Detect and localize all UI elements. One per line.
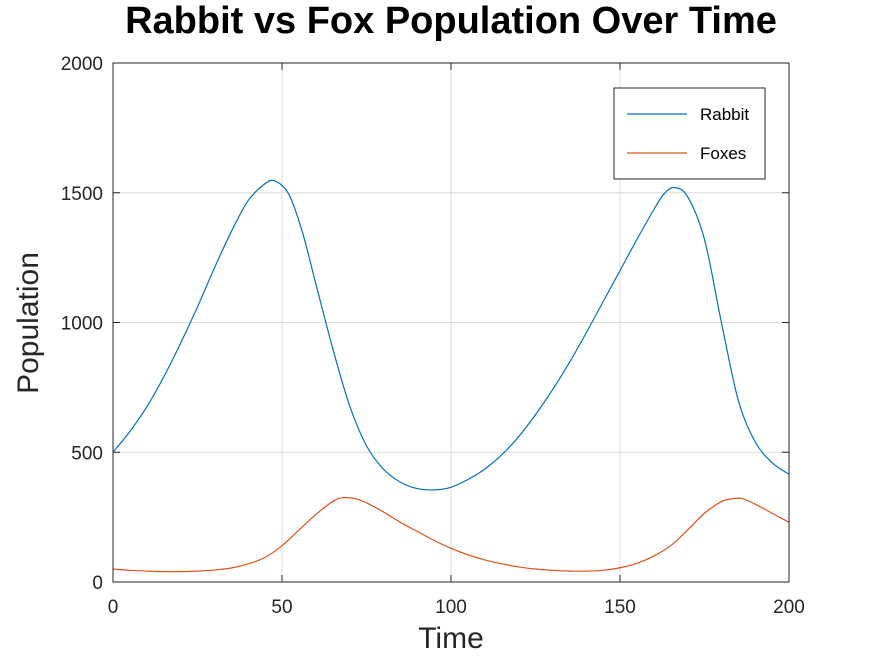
x-tick-label: 150 (604, 597, 636, 618)
legend-box (613, 87, 766, 180)
y-tick-label: 2000 (61, 54, 103, 75)
y-axis-label: Population (12, 252, 45, 394)
x-axis-label: Time (418, 622, 484, 654)
y-tick-label: 1000 (61, 314, 103, 335)
legend-label: Foxes (700, 144, 746, 163)
y-tick-label: 500 (71, 443, 103, 464)
series-line-0 (112, 179, 790, 491)
x-tick-label: 100 (435, 597, 467, 618)
legend-label: Rabbit (700, 105, 749, 124)
series-line-1 (112, 496, 790, 573)
x-tick-label: 200 (773, 597, 805, 618)
legend: Rabbit Foxes (613, 87, 766, 180)
x-tick-label: 50 (271, 597, 292, 618)
chart-title: Rabbit vs Fox Population Over Time (125, 0, 777, 42)
y-tick-label: 1500 (61, 184, 103, 205)
x-tick-label: 0 (108, 597, 119, 618)
series-layer (112, 179, 790, 573)
y-tick-label: 0 (92, 573, 103, 594)
